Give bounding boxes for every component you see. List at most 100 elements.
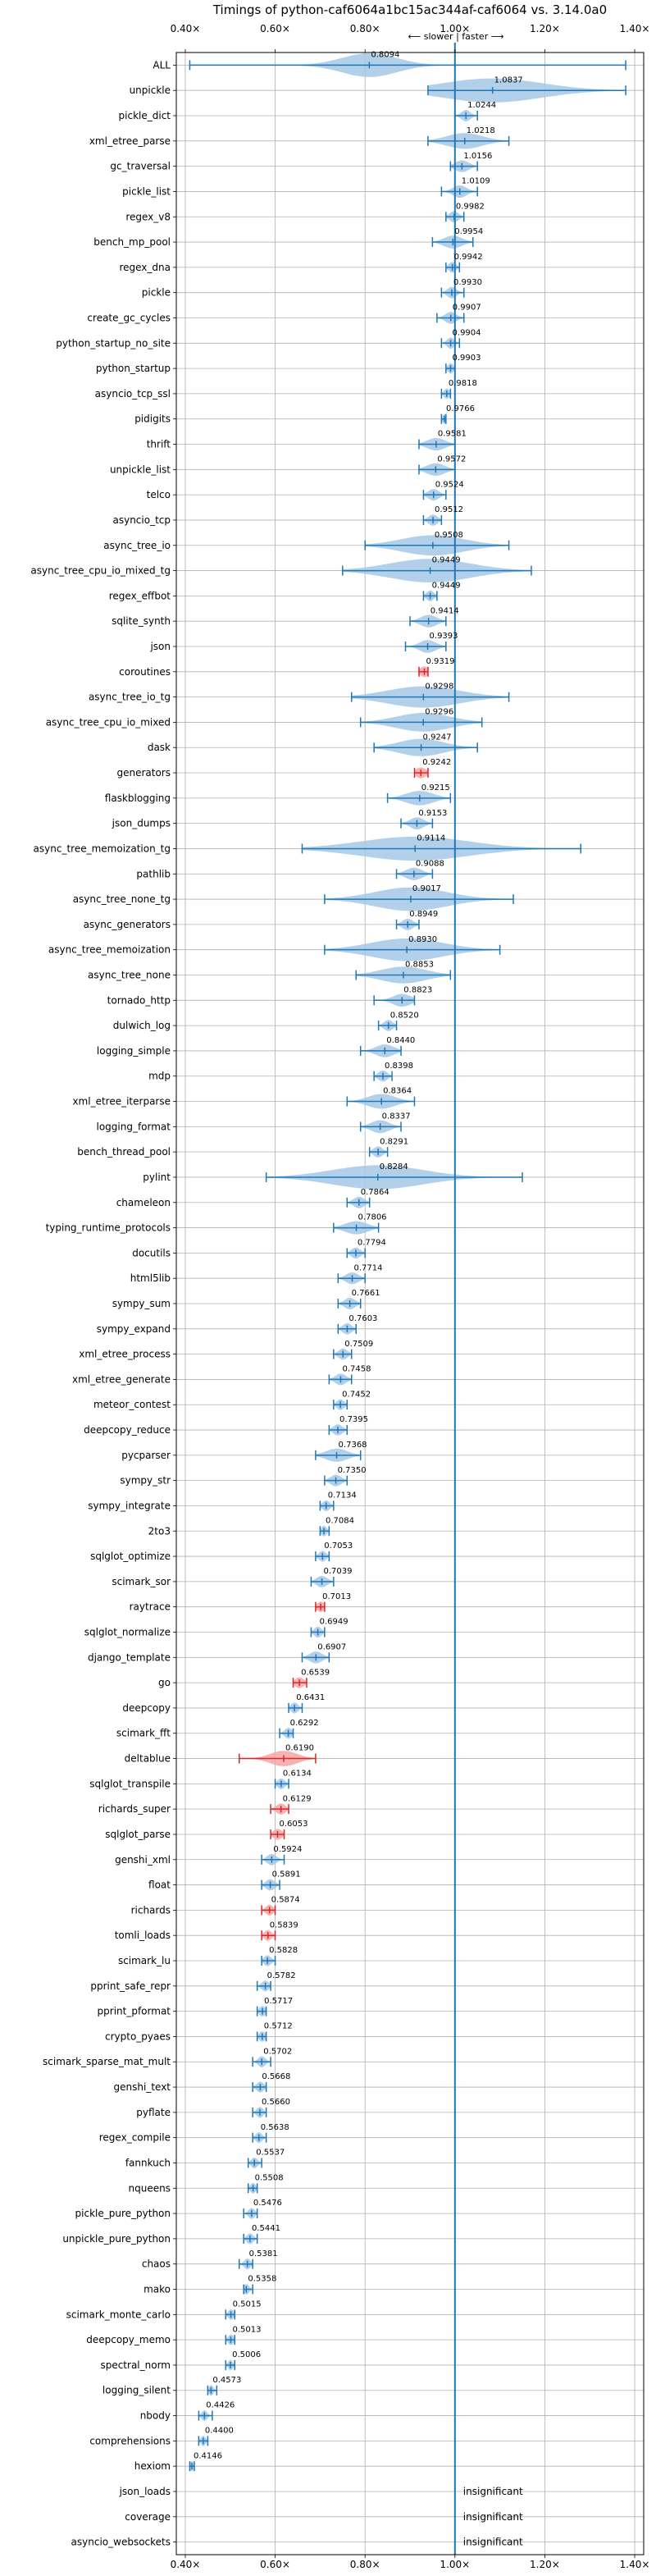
value-label: 0.5891: [272, 1870, 301, 1879]
y-tick-label: richards_super: [98, 1803, 171, 1815]
value-label: 0.5508: [255, 2173, 284, 2182]
value-label: 0.5702: [263, 2047, 292, 2056]
y-tick-label: regex_dna: [119, 262, 171, 273]
value-label: 0.6190: [285, 1744, 314, 1753]
value-label: 0.9153: [418, 809, 447, 818]
y-tick-label: async_generators: [84, 919, 171, 930]
y-tick-label: spectral_norm: [100, 2359, 171, 2371]
value-label: 0.4146: [194, 2451, 222, 2460]
value-label: 0.9954: [454, 227, 483, 236]
value-label: 0.8284: [380, 1162, 408, 1172]
value-label: 0.5924: [273, 1845, 302, 1854]
y-tick-label: coverage: [125, 2511, 171, 2523]
y-tick-label: pathlib: [136, 868, 171, 879]
value-label: 0.7452: [342, 1390, 371, 1399]
y-tick-label: asyncio_tcp_ssl: [95, 388, 171, 400]
value-label: 0.8823: [403, 985, 432, 994]
y-tick-label: deltablue: [125, 1753, 171, 1765]
value-label: 0.9449: [432, 556, 461, 565]
value-label: 0.9930: [453, 278, 482, 287]
value-label: 0.9298: [425, 683, 453, 692]
y-tick-label: pidigits: [134, 413, 171, 425]
value-label: 0.8440: [386, 1036, 415, 1045]
violin-series: [189, 53, 626, 2472]
value-label: 0.8337: [382, 1112, 411, 1121]
value-label: 0.7794: [358, 1239, 386, 1248]
value-label: 0.9818: [449, 379, 477, 388]
value-label: 0.7013: [322, 1592, 351, 1601]
y-tick-label: python_startup: [96, 363, 171, 374]
y-tick-label: go: [158, 1677, 171, 1688]
y-tick-label: sympy_integrate: [88, 1500, 171, 1511]
y-tick-label: pyflate: [136, 2107, 171, 2118]
y-tick-label: json_loads: [119, 2486, 171, 2497]
value-label: 0.5874: [271, 1896, 300, 1905]
y-tick-label: sqlglot_parse: [105, 1829, 171, 1840]
value-label: 0.8930: [408, 935, 437, 944]
y-tick-label: html5lib: [130, 1272, 171, 1284]
value-label: 0.8520: [390, 1011, 419, 1020]
y-tick-label: scimark_sparse_mat_mult: [43, 2056, 171, 2067]
x-tick-label-top: 0.80×: [350, 23, 380, 34]
y-tick-label: deepcopy: [122, 1702, 171, 1714]
y-tick-label: dulwich_log: [113, 1020, 171, 1031]
y-tick-label: django_template: [88, 1651, 171, 1663]
y-tick-label: dask: [148, 742, 171, 753]
y-tick-label: create_gc_cycles: [87, 312, 171, 323]
value-label: 0.4426: [206, 2401, 235, 2410]
x-tick-label-bottom: 1.20×: [530, 2559, 560, 2570]
y-tick-label: asyncio_websockets: [71, 2537, 171, 2548]
y-tick-label: async_tree_io_tg: [89, 692, 171, 703]
y-tick-label: unpickle_list: [110, 464, 171, 475]
y-tick-label: json: [149, 641, 171, 652]
value-label: 0.5358: [248, 2275, 276, 2284]
y-tick-label: regex_v8: [125, 211, 171, 222]
chart-title: Timings of python-caf6064a1bc15ac344af-c…: [212, 2, 607, 17]
y-tick-label: typing_runtime_protocols: [46, 1222, 171, 1234]
value-label: 0.5381: [249, 2249, 278, 2259]
y-tick-label: pprint_safe_repr: [90, 1980, 171, 1992]
y-tick-label: docutils: [132, 1247, 171, 1258]
value-label: 0.8398: [385, 1062, 413, 1071]
value-label: 0.5638: [261, 2123, 289, 2132]
value-label: 0.5006: [232, 2350, 261, 2359]
value-label: 0.7661: [352, 1289, 380, 1298]
value-label: 1.0156: [463, 152, 492, 161]
value-label: 0.9524: [435, 480, 464, 489]
insignificant-label: insignificant: [463, 2486, 523, 2497]
y-tick-label: tomli_loads: [115, 1930, 171, 1941]
y-tick-label: logging_format: [96, 1121, 171, 1132]
y-tick-label: sqlglot_optimize: [90, 1551, 171, 1562]
value-label: 0.7714: [354, 1263, 383, 1272]
y-tick-label: pickle_dict: [119, 110, 171, 121]
value-label: 0.7395: [339, 1415, 368, 1424]
x-tick-label-bottom: 1.00×: [440, 2559, 470, 2570]
value-label: 0.9242: [422, 758, 451, 767]
direction-label: ⟵ slower | faster ⟶: [408, 31, 504, 42]
value-label: 0.6949: [320, 1618, 348, 1627]
y-tick-label: async_tree_memoization_tg: [34, 843, 171, 854]
y-tick-label: coroutines: [119, 666, 171, 678]
value-label: 0.5015: [233, 2300, 262, 2309]
y-tick-label: unpickle_pure_python: [62, 2233, 171, 2245]
y-tick-label: raytrace: [130, 1601, 171, 1613]
y-tick-label: scimark_lu: [118, 1955, 171, 1966]
y-tick-label: tornado_http: [107, 994, 171, 1006]
value-label: 1.0244: [467, 101, 496, 110]
value-label: 0.7864: [361, 1188, 390, 1197]
value-label: 0.5537: [256, 2149, 285, 2158]
x-tick-label-top: 1.40×: [620, 23, 650, 34]
value-label: 0.5476: [253, 2199, 282, 2208]
y-tick-label: nbody: [140, 2410, 171, 2422]
y-tick-label: async_tree_cpu_io_mixed: [46, 716, 171, 728]
value-label: 0.9572: [437, 454, 466, 464]
value-label: 0.4573: [212, 2376, 241, 2385]
y-tick-label: comprehensions: [89, 2435, 171, 2446]
y-tick-label: xml_etree_iterparse: [72, 1096, 171, 1108]
value-label: 0.9319: [426, 657, 454, 666]
y-tick-label: sympy_str: [120, 1475, 171, 1487]
value-label: 0.9393: [430, 632, 458, 641]
value-label: 0.9942: [454, 253, 483, 262]
value-label: 0.6129: [283, 1794, 312, 1803]
insignificant-label: insignificant: [463, 2537, 523, 2548]
